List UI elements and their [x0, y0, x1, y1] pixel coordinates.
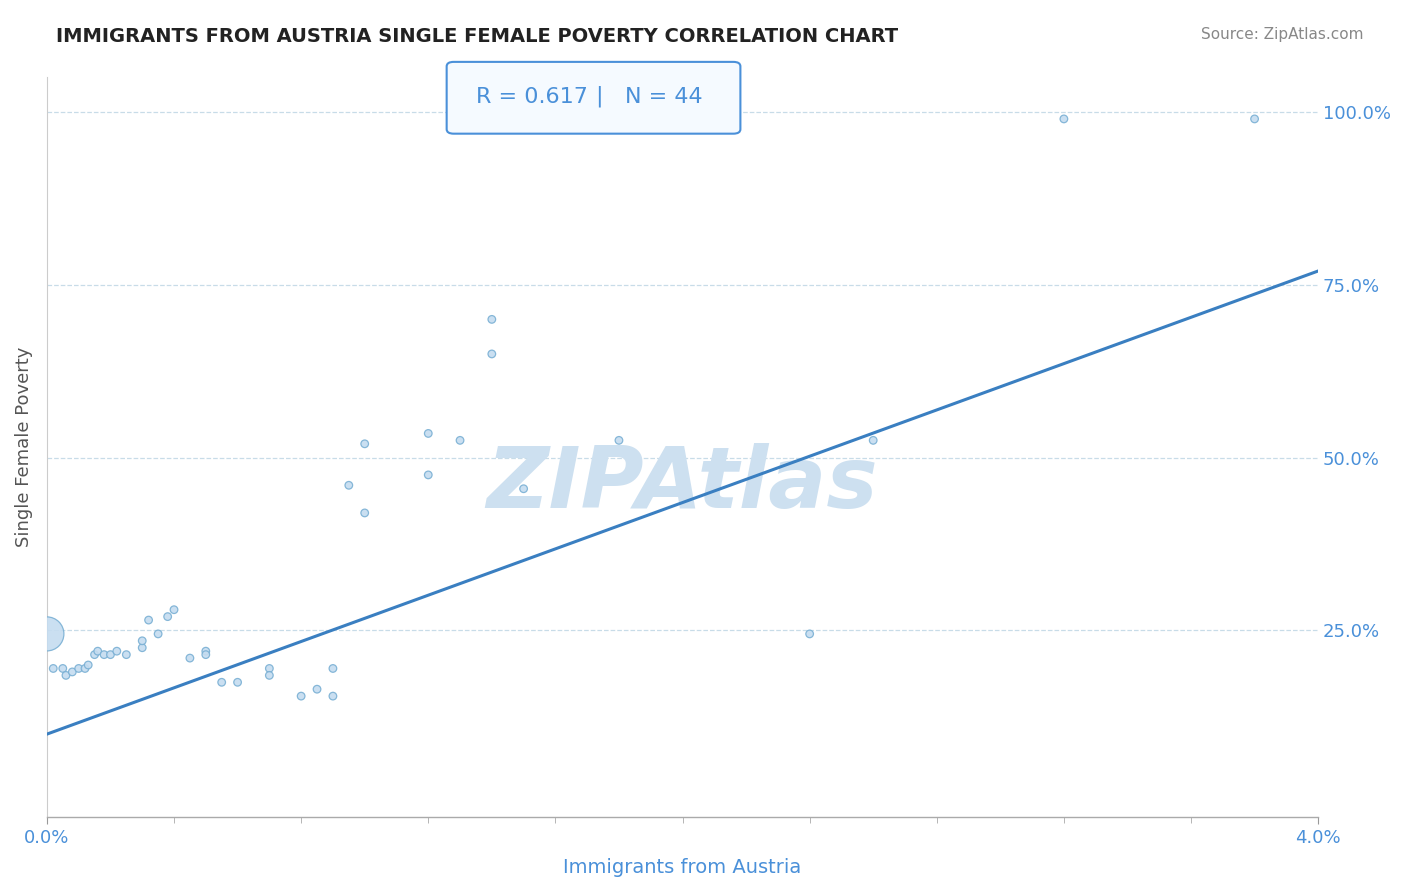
Y-axis label: Single Female Poverty: Single Female Poverty — [15, 347, 32, 548]
Point — [449, 434, 471, 448]
Point — [418, 467, 440, 482]
Point — [55, 668, 77, 682]
Point — [259, 668, 281, 682]
X-axis label: Immigrants from Austria: Immigrants from Austria — [564, 858, 801, 877]
Point — [73, 661, 96, 675]
Point — [337, 478, 360, 492]
Point — [211, 675, 233, 690]
Point — [156, 609, 179, 624]
Point — [179, 651, 201, 665]
Text: IMMIGRANTS FROM AUSTRIA SINGLE FEMALE POVERTY CORRELATION CHART: IMMIGRANTS FROM AUSTRIA SINGLE FEMALE PO… — [56, 27, 898, 45]
Point — [67, 661, 90, 675]
Text: R = 0.617: R = 0.617 — [477, 87, 588, 106]
Point — [60, 665, 83, 679]
Point — [305, 682, 328, 697]
Point — [481, 312, 503, 326]
Point — [512, 482, 534, 496]
Point — [322, 661, 344, 675]
Point — [259, 661, 281, 675]
Point — [115, 648, 138, 662]
Point — [83, 648, 105, 662]
Point — [131, 633, 153, 648]
Point — [862, 434, 884, 448]
Point — [607, 434, 630, 448]
Point — [35, 627, 58, 641]
Point — [322, 689, 344, 703]
Point — [194, 648, 217, 662]
Point — [138, 613, 160, 627]
Point — [105, 644, 128, 658]
Point — [146, 627, 169, 641]
Point — [93, 648, 115, 662]
Point — [163, 603, 186, 617]
Text: |: | — [595, 86, 603, 107]
Point — [1053, 112, 1076, 126]
Text: Source: ZipAtlas.com: Source: ZipAtlas.com — [1201, 27, 1364, 42]
Point — [353, 437, 375, 451]
Point — [100, 648, 122, 662]
Point — [194, 644, 217, 658]
Point — [481, 347, 503, 361]
Point — [418, 426, 440, 441]
Point — [52, 661, 75, 675]
Point — [42, 661, 65, 675]
Point — [290, 689, 312, 703]
Point — [131, 640, 153, 655]
Point — [226, 675, 249, 690]
Point — [1243, 112, 1265, 126]
Point — [799, 627, 821, 641]
Point — [77, 658, 100, 673]
Point — [87, 644, 110, 658]
Point — [353, 506, 375, 520]
Text: N = 44: N = 44 — [624, 87, 702, 106]
Text: ZIPAtlas: ZIPAtlas — [486, 442, 879, 525]
